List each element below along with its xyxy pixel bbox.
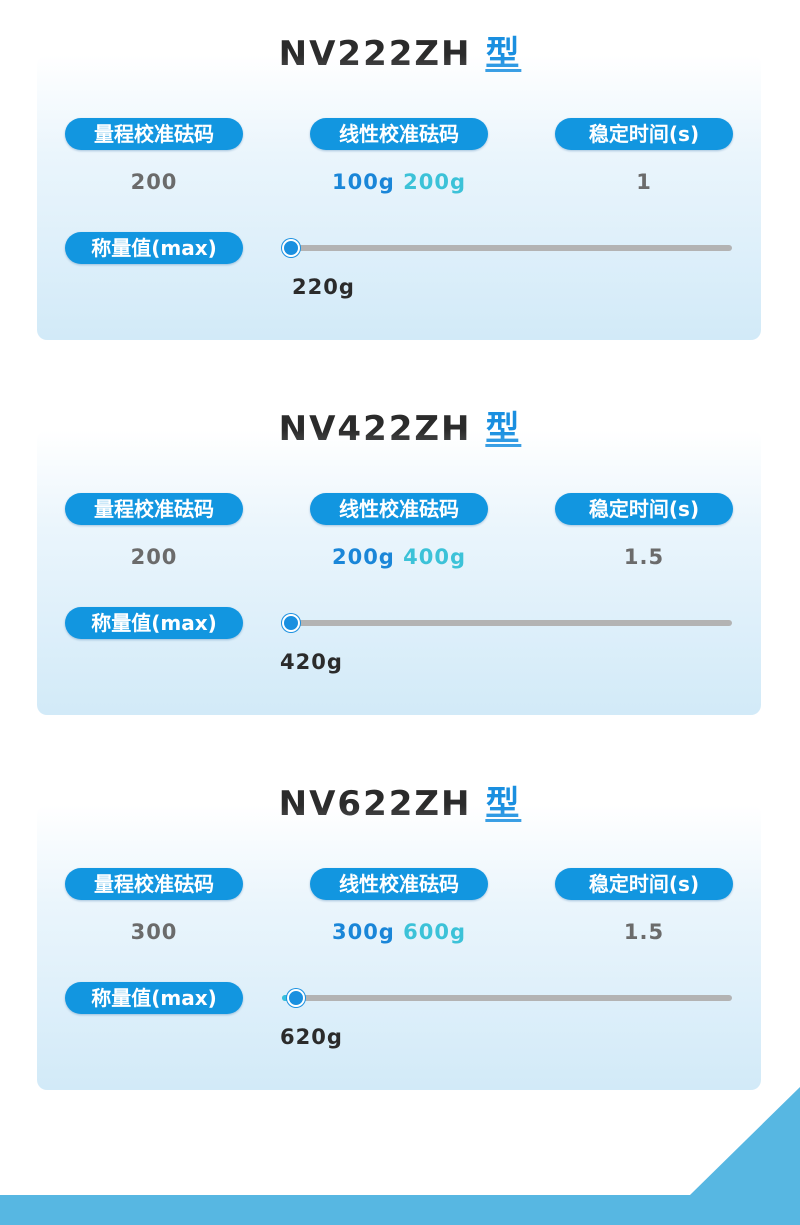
linear-weight-1: 200g: [331, 545, 395, 569]
max-capacity-value: 220g: [292, 275, 355, 299]
range-weight-value: 300: [130, 920, 178, 944]
max-capacity-label: 称量值(max): [65, 607, 243, 639]
linear-weight-label: 线性校准砝码: [310, 493, 488, 525]
capacity-slider[interactable]: [282, 614, 732, 632]
slider-thumb[interactable]: [286, 989, 305, 1007]
spec-card: [37, 805, 761, 1090]
max-capacity-label: 称量值(max): [65, 232, 243, 264]
range-weight-label: 量程校准砝码: [65, 118, 243, 150]
range-weight-label: 量程校准砝码: [65, 493, 243, 525]
stable-time-label: 稳定时间(s): [555, 868, 733, 900]
capacity-slider[interactable]: [282, 239, 732, 257]
range-weight-label: 量程校准砝码: [65, 868, 243, 900]
linear-weight-2: 400g: [403, 545, 467, 569]
stable-time-value: 1.5: [623, 920, 665, 944]
linear-weight-2: 200g: [403, 170, 467, 194]
linear-weight-2: 600g: [403, 920, 467, 944]
model-section: NV422ZH 型 量程校准砝码 线性校准砝码 稳定时间(s) 200 200g…: [0, 375, 800, 750]
range-weight-value: 200: [130, 545, 178, 569]
max-capacity-label: 称量值(max): [65, 982, 243, 1014]
stable-time-value: 1.5: [623, 545, 665, 569]
linear-weight-label: 线性校准砝码: [310, 118, 488, 150]
model-section: NV622ZH 型 量程校准砝码 线性校准砝码 稳定时间(s) 300 300g…: [0, 750, 800, 1125]
stable-time-label: 稳定时间(s): [555, 118, 733, 150]
capacity-slider[interactable]: [282, 989, 732, 1007]
slider-thumb[interactable]: [282, 239, 300, 257]
spec-card: [37, 55, 761, 340]
stable-time-value: 1: [636, 170, 652, 194]
linear-weight-value: 200g 400g: [310, 545, 488, 569]
max-capacity-value: 620g: [280, 1025, 343, 1049]
max-capacity-value: 420g: [280, 650, 343, 674]
footer-band: [0, 1195, 800, 1225]
range-weight-value: 200: [130, 170, 178, 194]
linear-weight-1: 100g: [331, 170, 395, 194]
linear-weight-label: 线性校准砝码: [310, 868, 488, 900]
slider-thumb[interactable]: [282, 614, 300, 632]
linear-weight-value: 100g 200g: [310, 170, 488, 194]
linear-weight-value: 300g 600g: [310, 920, 488, 944]
stable-time-label: 稳定时间(s): [555, 493, 733, 525]
linear-weight-1: 300g: [331, 920, 395, 944]
spec-card: [37, 430, 761, 715]
model-section: NV222ZH 型 量程校准砝码 线性校准砝码 稳定时间(s) 200 100g…: [0, 0, 800, 375]
